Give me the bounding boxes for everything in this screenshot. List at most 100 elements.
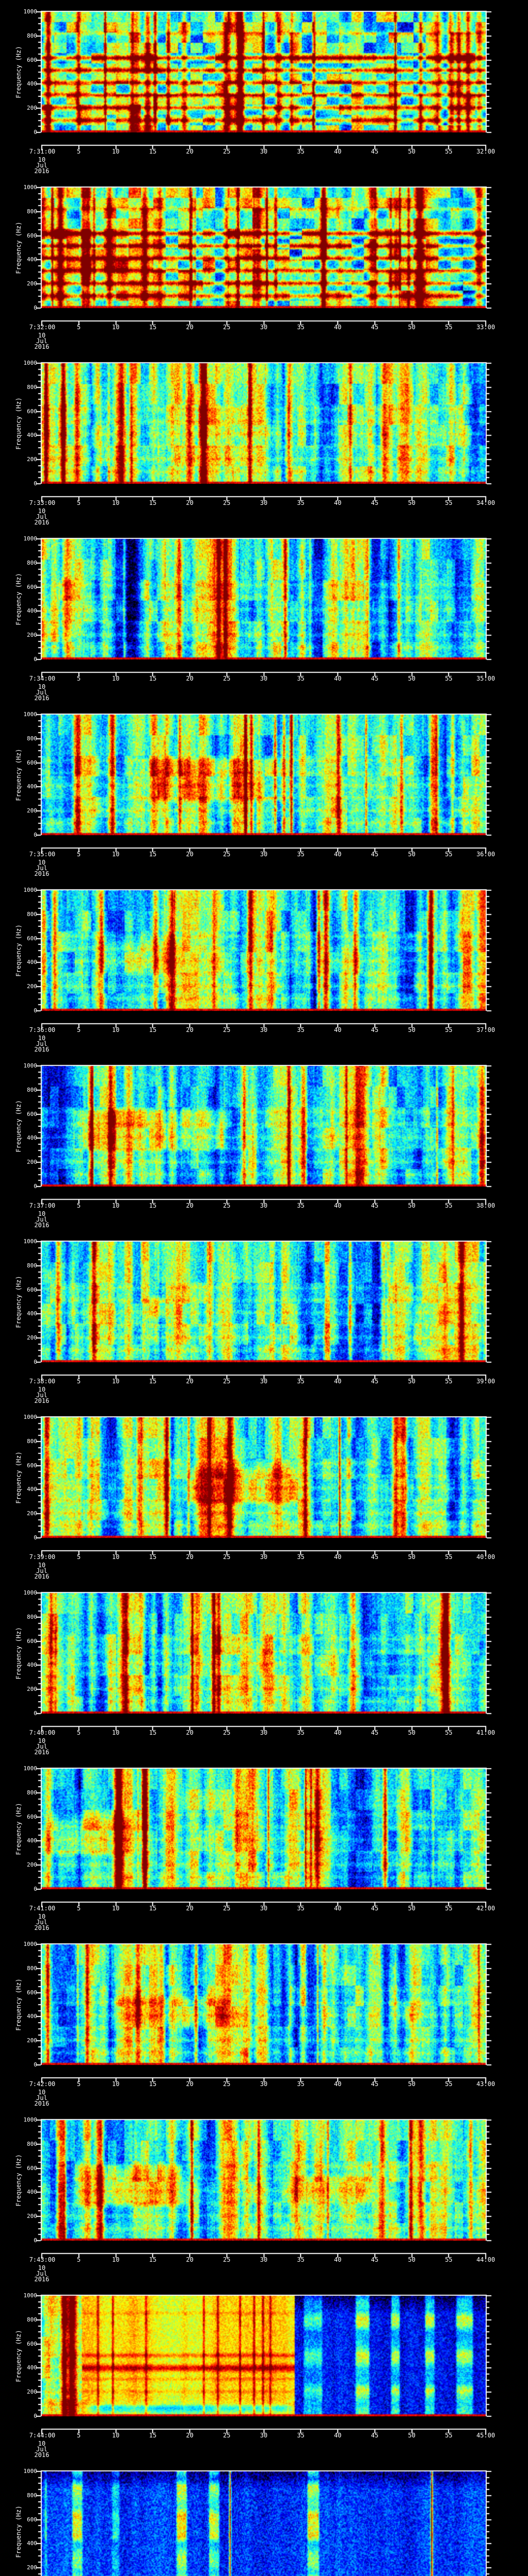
date-day: 10 [38,683,46,690]
date-day: 10 [38,2440,46,2447]
date-day: 10 [38,859,46,866]
spectrogram-heatmap [0,1054,528,1230]
y-axis-title: Frequency (Hz) [15,749,22,801]
x-axis-end-time: 37:00 [476,1026,496,1033]
date-year: 2016 [34,519,50,526]
x-tick-label: 5 [77,851,81,858]
y-tick-label: 400 [27,432,37,438]
x-tick-label: 20 [186,499,194,506]
x-tick-label: 15 [149,1729,157,1736]
x-tick-label: 50 [408,2256,416,2263]
x-tick-label: 30 [260,1202,268,1209]
date-year: 2016 [34,870,50,877]
spectrogram-panel: Frequency (Hz) 7:33:00 34:00 10 Jul 2016… [0,351,528,527]
spectrogram-heatmap [0,176,528,351]
y-tick-label: 400 [27,1310,37,1317]
y-tick-label: 800 [27,735,37,742]
y-tick-label: 600 [27,1111,37,1117]
y-tick-label: 200 [27,2388,37,2395]
x-tick-label: 15 [149,2080,157,2088]
x-tick-label: 35 [297,1729,305,1736]
x-tick-label: 55 [445,1905,453,1912]
x-tick-label: 10 [112,1378,120,1385]
x-tick-label: 30 [260,675,268,682]
date-year: 2016 [34,167,50,175]
x-tick-label: 5 [77,148,81,155]
y-tick-label: 800 [27,1262,37,1269]
x-tick-label: 10 [112,675,120,682]
x-tick-label: 45 [371,1553,378,1561]
y-tick-label: 600 [27,584,37,590]
date-day: 10 [38,2089,46,2096]
y-tick-label: 400 [27,1662,37,1668]
x-axis-start-time: 7:35:00 [29,851,56,858]
x-tick-label: 50 [408,1378,416,1385]
date-month: Jul [36,1216,47,1223]
x-tick-label: 10 [112,1553,120,1561]
y-tick-label: 800 [27,32,37,39]
x-tick-label: 50 [408,1729,416,1736]
y-tick-label: 0 [34,1886,37,1892]
y-tick-label: 600 [27,2165,37,2172]
x-tick-label: 45 [371,324,378,331]
x-axis-end-time: 32:00 [476,148,496,155]
spectrogram-panel: Frequency (Hz) 7:36:00 37:00 10 Jul 2016… [0,878,528,1054]
date-day: 10 [38,1737,46,1744]
x-tick-label: 45 [371,2256,378,2263]
spectrogram-panel: Frequency (Hz) 7:45:00 46:00 10 Jul 2016… [0,2460,528,2576]
x-tick-label: 15 [149,324,157,331]
y-tick-label: 200 [27,280,37,287]
y-tick-label: 200 [27,456,37,463]
y-tick-label: 0 [34,1359,37,1365]
y-axis-title: Frequency (Hz) [15,1803,22,1855]
y-tick-label: 800 [27,1965,37,1972]
y-tick-label: 200 [27,2564,37,2571]
x-axis-start-time: 7:42:00 [29,2080,56,2088]
x-tick-label: 15 [149,1026,157,1033]
x-tick-label: 40 [334,851,342,858]
y-tick-label: 1000 [23,535,38,542]
date-day: 10 [38,1386,46,1393]
x-tick-label: 40 [334,1202,342,1209]
spectrogram-panel: Frequency (Hz) 7:37:00 38:00 10 Jul 2016… [0,1054,528,1230]
x-axis-end-time: 36:00 [476,851,496,858]
y-tick-label: 800 [27,2141,37,2147]
x-tick-label: 40 [334,1378,342,1385]
x-tick-label: 45 [371,1729,378,1736]
x-tick-label: 5 [77,1553,81,1561]
x-tick-label: 50 [408,851,416,858]
y-tick-label: 800 [27,1789,37,1796]
x-tick-label: 30 [260,1729,268,1736]
x-tick-label: 50 [408,1905,416,1912]
y-tick-label: 600 [27,232,37,239]
x-tick-label: 15 [149,1553,157,1561]
y-tick-label: 400 [27,2364,37,2371]
y-tick-label: 400 [27,80,37,87]
x-axis-end-time: 35:00 [476,675,496,682]
y-tick-label: 0 [34,2237,37,2244]
x-tick-label: 25 [223,324,230,331]
x-tick-label: 55 [445,1026,453,1033]
x-tick-label: 20 [186,1905,194,1912]
date-month: Jul [36,2094,47,2102]
x-tick-label: 25 [223,2432,230,2439]
x-tick-label: 45 [371,1202,378,1209]
x-tick-label: 15 [149,2256,157,2263]
y-tick-label: 0 [34,1534,37,1541]
x-tick-label: 35 [297,499,305,506]
y-tick-label: 600 [27,2341,37,2347]
y-axis-title: Frequency (Hz) [15,573,22,625]
y-tick-label: 600 [27,1638,37,1645]
x-tick-label: 30 [260,148,268,155]
y-tick-label: 200 [27,105,37,111]
x-tick-label: 25 [223,2080,230,2088]
spectrogram-heatmap [0,527,528,703]
x-tick-label: 45 [371,1905,378,1912]
x-tick-label: 45 [371,499,378,506]
x-tick-label: 5 [77,499,81,506]
y-tick-label: 200 [27,1861,37,1868]
y-tick-label: 400 [27,1486,37,1493]
y-tick-label: 0 [34,129,37,135]
x-axis-end-time: 41:00 [476,1729,496,1736]
